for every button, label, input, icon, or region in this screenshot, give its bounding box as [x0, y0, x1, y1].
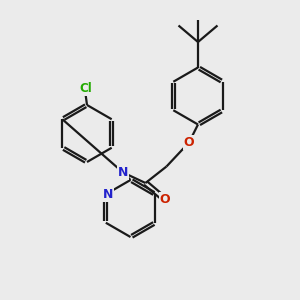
Text: O: O — [160, 193, 170, 206]
Text: N: N — [103, 188, 113, 201]
Text: O: O — [184, 136, 194, 149]
Text: Cl: Cl — [79, 82, 92, 95]
Text: N: N — [118, 166, 128, 179]
